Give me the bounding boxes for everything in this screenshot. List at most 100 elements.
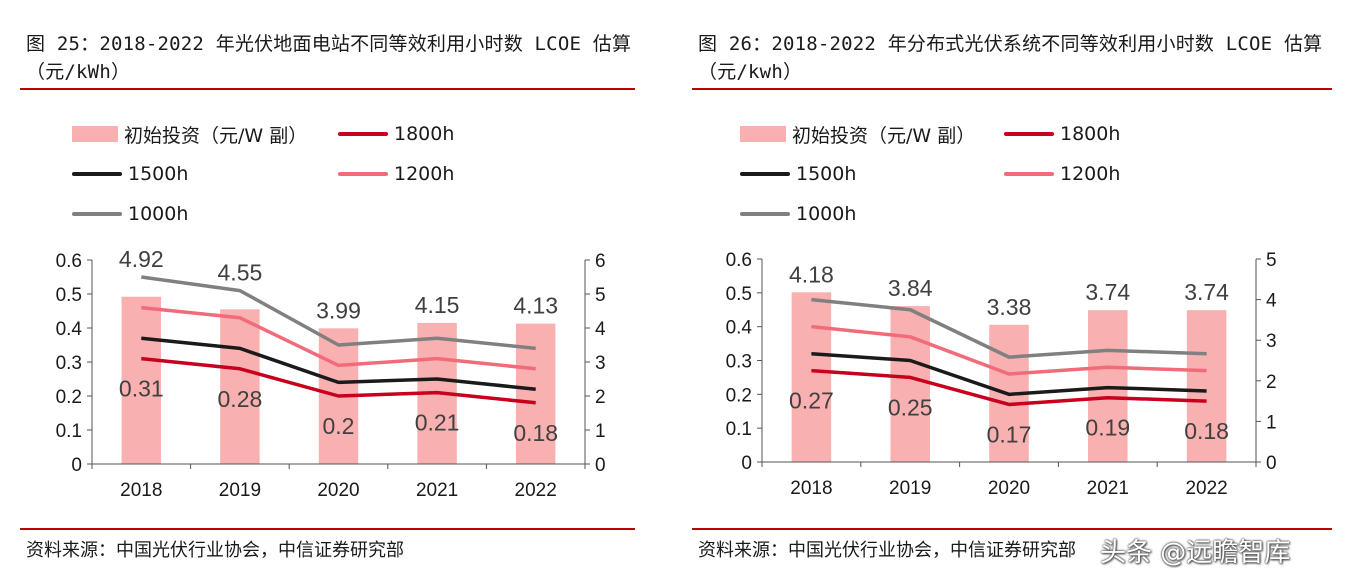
source-note: 资料来源：中国光伏行业协会，中信证券研究部 — [26, 540, 404, 561]
line-data-label: 0.25 — [888, 394, 933, 420]
line-data-label: 0.28 — [218, 386, 263, 412]
legend: 初始投资（元/W 副） 1800h 1500h 1200h 1000h — [20, 120, 640, 230]
legend-swatch-1200h — [338, 172, 388, 176]
x-tick-label: 2021 — [416, 480, 458, 501]
legend-label: 初始投资（元/W 副） — [792, 124, 976, 147]
bar-2018 — [121, 296, 162, 464]
watermark: 头条 @远瞻智库 — [1100, 538, 1291, 568]
legend-item-1000h: 1000h — [740, 200, 856, 228]
legend-label: 1000h — [796, 203, 857, 225]
legend-label: 1500h — [796, 163, 857, 185]
line-data-label: 0.31 — [119, 376, 164, 402]
chart-panel-25: 图 25：2018-2022 年光伏地面电站不同等效利用小时数 LCOE 估算（… — [20, 0, 640, 584]
legend-swatch-1800h — [338, 132, 388, 136]
y-tick-label-right: 2 — [1266, 372, 1277, 393]
line-data-label: 0.2 — [323, 413, 355, 439]
legend-swatch-bar — [72, 126, 118, 142]
legend-swatch-1500h — [72, 172, 122, 176]
line-data-label: 0.18 — [1184, 418, 1229, 444]
x-tick-label: 2021 — [1087, 478, 1129, 499]
y-tick-label-left: 0.2 — [56, 387, 82, 408]
legend-swatch-1200h — [1004, 172, 1054, 176]
line-data-label: 0.21 — [415, 410, 460, 436]
y-tick-label-left: 0.6 — [56, 251, 82, 272]
bar-2019 — [220, 309, 260, 464]
y-tick-label-right: 3 — [1266, 331, 1277, 352]
line-data-label: 0.27 — [789, 388, 834, 414]
series-line-1200h — [811, 324, 1207, 376]
bar-2019 — [890, 306, 930, 462]
legend-swatch-bar — [740, 126, 786, 142]
legend-label: 1800h — [394, 123, 455, 145]
title-rule — [20, 88, 635, 90]
line-data-label: 0.17 — [987, 421, 1032, 447]
bar-2022 — [1186, 310, 1227, 462]
y-tick-label-left: 0.4 — [726, 318, 753, 339]
y-tick-label-right: 2 — [595, 387, 606, 408]
legend-label: 初始投资（元/W 副） — [124, 124, 308, 147]
y-tick-label-left: 0.2 — [726, 385, 752, 406]
y-tick-label-left: 0 — [741, 453, 752, 474]
legend-label: 1200h — [394, 163, 455, 185]
bar-data-label: 3.38 — [987, 294, 1032, 320]
legend-swatch-1800h — [1004, 132, 1054, 136]
y-tick-label-right: 1 — [1266, 412, 1277, 433]
bar-data-label: 3.84 — [888, 275, 933, 301]
legend-label: 1000h — [128, 203, 189, 225]
legend-item-1800h: 1800h — [338, 120, 454, 148]
legend-label: 1500h — [128, 163, 189, 185]
legend-label: 1800h — [1060, 123, 1121, 145]
title-rule — [692, 88, 1332, 90]
y-tick-label-right: 6 — [595, 251, 606, 272]
y-tick-label-left: 0 — [71, 455, 82, 476]
legend-item-1200h: 1200h — [1004, 160, 1120, 188]
x-tick-label: 2020 — [317, 480, 359, 501]
source-rule — [20, 528, 635, 530]
bar-data-label: 4.55 — [218, 260, 263, 286]
y-tick-label-left: 0.1 — [726, 419, 752, 440]
y-tick-label-right: 0 — [595, 455, 606, 476]
bar-2018 — [791, 292, 832, 462]
series-line-1000h — [811, 297, 1207, 359]
y-tick-label-right: 0 — [1266, 453, 1277, 474]
legend-item-1000h: 1000h — [72, 200, 188, 228]
y-tick-label-left: 0.5 — [56, 285, 82, 306]
bar-data-label: 4.18 — [789, 261, 834, 287]
bar-data-label: 4.92 — [119, 246, 164, 272]
y-tick-label-right: 1 — [595, 421, 606, 442]
x-tick-label: 2019 — [889, 478, 931, 499]
series-line-1500h — [811, 351, 1207, 397]
legend-item-bar: 初始投资（元/W 副） — [740, 120, 975, 148]
y-tick-label-left: 0.1 — [56, 421, 82, 442]
y-tick-label-left: 0.4 — [56, 319, 83, 340]
x-tick-label: 2018 — [790, 478, 832, 499]
line-data-label: 0.18 — [513, 420, 558, 446]
series-line-1800h — [811, 368, 1207, 407]
y-tick-label-right: 4 — [595, 319, 606, 340]
x-tick-label: 2019 — [219, 480, 261, 501]
bar-data-label: 3.99 — [316, 297, 361, 323]
y-tick-label-left: 0.6 — [726, 250, 752, 271]
legend: 初始投资（元/W 副） 1800h 1500h 1200h 1000h — [692, 120, 1312, 230]
legend-swatch-1000h — [740, 212, 790, 216]
y-tick-label-right: 3 — [595, 353, 606, 374]
legend-swatch-1000h — [72, 212, 122, 216]
legend-item-bar: 初始投资（元/W 副） — [72, 120, 307, 148]
legend-item-1200h: 1200h — [338, 160, 454, 188]
bar-data-label: 4.13 — [513, 293, 558, 319]
line-data-label: 0.19 — [1085, 415, 1130, 441]
chart-panel-26: 图 26：2018-2022 年分布式光伏系统不同等效利用小时数 LCOE 估算… — [692, 0, 1332, 584]
combo-chart-26: 0 0.1 0.2 0.3 0.4 0.5 0.6 0 1 2 3 4 5 2018 2019 2020 202… — [726, 250, 1277, 499]
source-rule — [692, 528, 1332, 530]
series-line-1200h — [141, 305, 536, 371]
bar-data-label: 3.74 — [1085, 279, 1130, 305]
legend-item-1500h: 1500h — [72, 160, 188, 188]
y-tick-label-left: 0.3 — [56, 353, 82, 374]
legend-swatch-1500h — [740, 172, 790, 176]
x-tick-label: 2022 — [515, 480, 557, 501]
bar-data-label: 3.74 — [1184, 279, 1229, 305]
legend-label: 1200h — [1060, 163, 1121, 185]
y-tick-label-left: 0.5 — [726, 284, 752, 305]
figure-title: 图 26：2018-2022 年分布式光伏系统不同等效利用小时数 LCOE 估算… — [698, 33, 1323, 83]
bar-data-label: 4.15 — [415, 292, 460, 318]
